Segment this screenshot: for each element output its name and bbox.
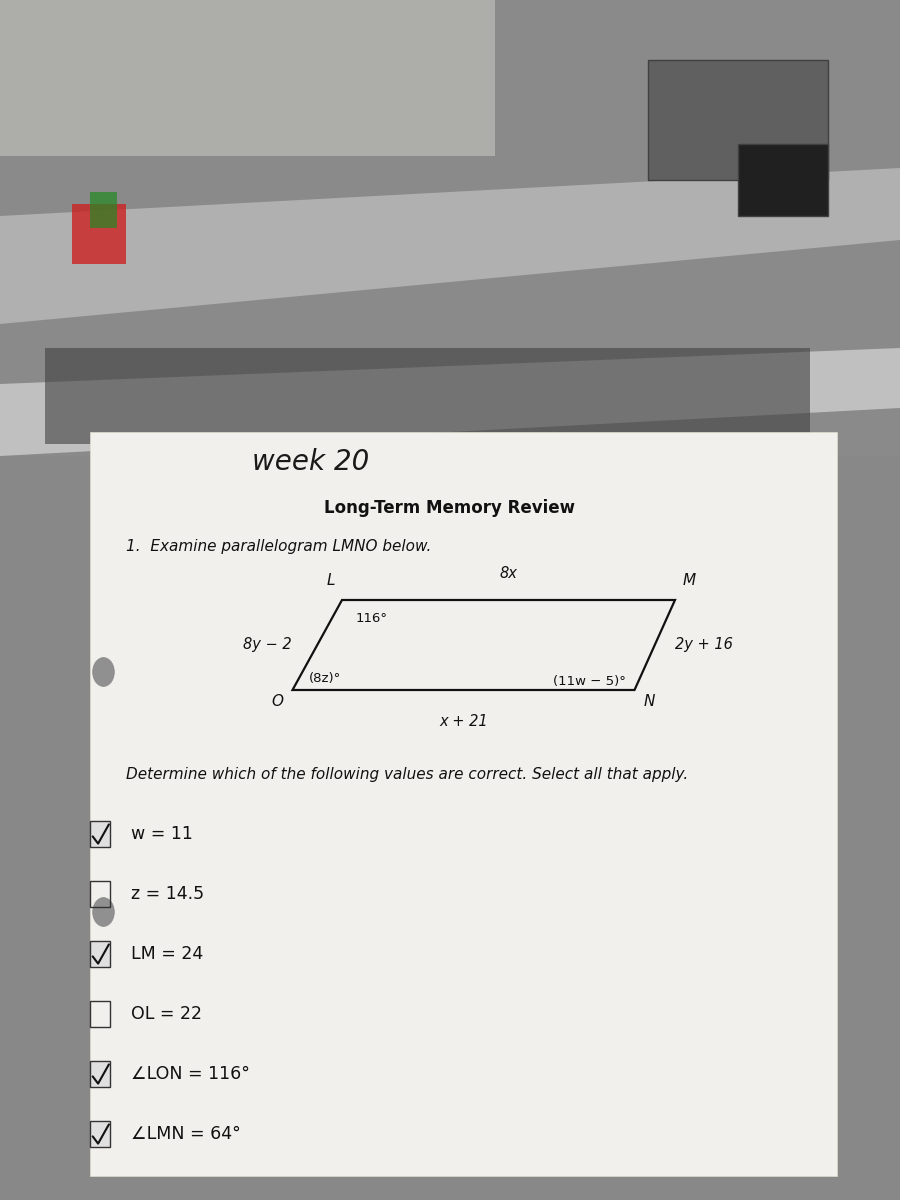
Text: LM = 24: LM = 24 bbox=[130, 946, 202, 962]
Bar bbox=[90, 432, 837, 1176]
Text: ∠LON = 116°: ∠LON = 116° bbox=[130, 1066, 249, 1082]
Bar bbox=[90, 192, 117, 228]
Bar bbox=[90, 1121, 110, 1147]
Text: N: N bbox=[644, 694, 655, 708]
Text: Determine which of the following values are correct. Select all that apply.: Determine which of the following values … bbox=[126, 767, 688, 781]
Text: M: M bbox=[682, 572, 696, 588]
Bar bbox=[90, 1061, 110, 1087]
Text: w = 11: w = 11 bbox=[130, 826, 193, 842]
Bar bbox=[45, 348, 810, 444]
Bar bbox=[90, 1001, 110, 1027]
Circle shape bbox=[93, 898, 114, 926]
Text: OL = 22: OL = 22 bbox=[130, 1006, 202, 1022]
Text: L: L bbox=[327, 572, 335, 588]
Bar bbox=[0, 0, 495, 156]
Bar bbox=[0, 0, 900, 456]
Text: 2y + 16: 2y + 16 bbox=[675, 637, 734, 653]
Text: Long-Term Memory Review: Long-Term Memory Review bbox=[325, 499, 575, 516]
Text: ∠LMN = 64°: ∠LMN = 64° bbox=[130, 1126, 240, 1142]
Text: x + 21: x + 21 bbox=[439, 714, 488, 730]
Text: 8x: 8x bbox=[500, 565, 518, 581]
Text: 1.  Examine parallelogram LMNO below.: 1. Examine parallelogram LMNO below. bbox=[126, 539, 431, 553]
Bar bbox=[90, 941, 110, 967]
Text: (11w − 5)°: (11w − 5)° bbox=[553, 674, 626, 688]
Bar bbox=[90, 821, 110, 847]
Text: week 20: week 20 bbox=[252, 448, 369, 476]
Text: (8z)°: (8z)° bbox=[309, 672, 341, 685]
Polygon shape bbox=[0, 168, 900, 324]
Bar bbox=[72, 204, 126, 264]
Bar bbox=[90, 881, 110, 907]
Text: O: O bbox=[272, 694, 284, 708]
Bar bbox=[648, 60, 828, 180]
Text: 116°: 116° bbox=[356, 612, 388, 625]
Bar bbox=[738, 144, 828, 216]
Circle shape bbox=[93, 658, 114, 686]
Polygon shape bbox=[0, 348, 900, 456]
Text: 8y − 2: 8y − 2 bbox=[243, 637, 292, 653]
Text: z = 14.5: z = 14.5 bbox=[130, 886, 203, 902]
